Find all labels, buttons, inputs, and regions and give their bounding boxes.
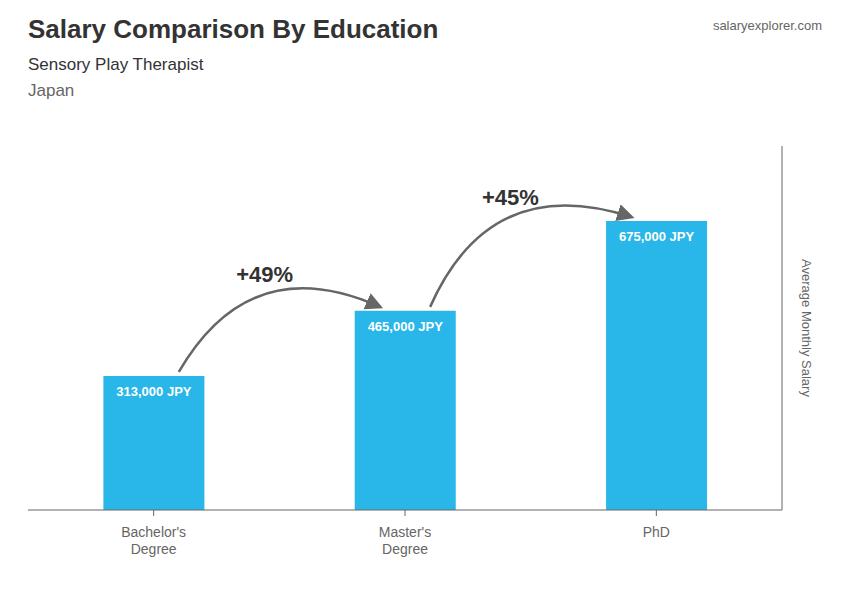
html-text:Salary Comparison By Education: Salary Comparison By Education — [28, 14, 439, 44]
svg-text:313,000 JPY: 313,000 JPY — [116, 384, 192, 399]
svg-text:465,000 JPY: 465,000 JPY — [368, 319, 444, 334]
svg-text:675,000 JPY: 675,000 JPY — [619, 229, 695, 244]
svg-text:+45%: +45% — [482, 185, 539, 210]
svg-text:PhD: PhD — [643, 524, 670, 540]
html-text:Sensory Play Therapist: Sensory Play Therapist — [28, 55, 204, 74]
html-text:salaryexplorer.com: salaryexplorer.com — [712, 18, 822, 33]
svg-text:+49%: +49% — [236, 262, 293, 287]
svg-text:Bachelor'sDegree: Bachelor'sDegree — [121, 524, 186, 557]
svg-text:Master'sDegree: Master'sDegree — [379, 524, 431, 557]
svg-text:Average Monthly Salary: Average Monthly Salary — [799, 259, 814, 397]
html-text:Japan: Japan — [28, 81, 75, 100]
